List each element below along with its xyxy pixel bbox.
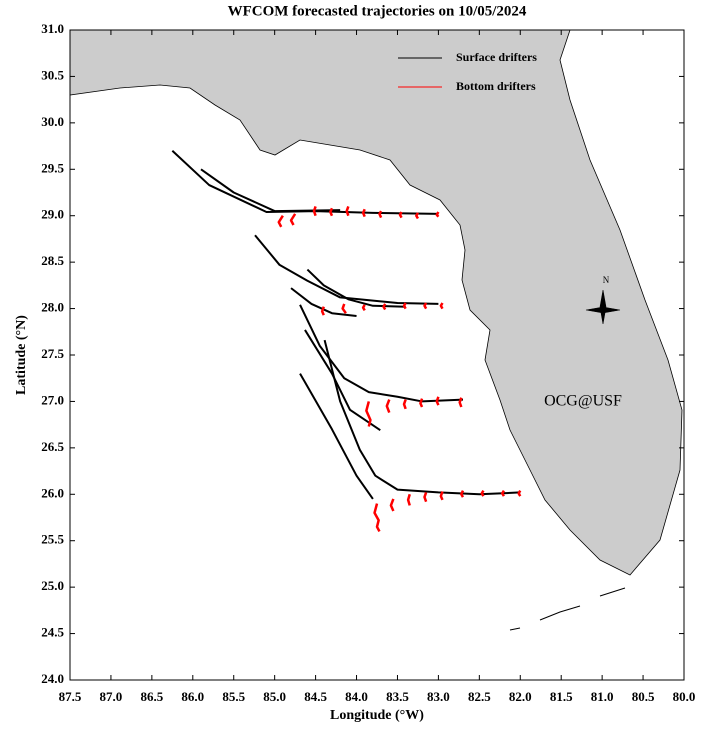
trajectory xyxy=(480,489,485,497)
trajectory xyxy=(312,206,317,217)
trajectory xyxy=(435,211,440,218)
x-tick-label: 80.5 xyxy=(632,689,655,704)
trajectory xyxy=(254,234,439,305)
trajectory xyxy=(200,168,341,213)
y-tick-label: 27.0 xyxy=(41,392,64,407)
trajectory xyxy=(460,490,465,498)
x-tick-label: 83.5 xyxy=(386,689,409,704)
y-tick-label: 30.5 xyxy=(41,67,64,82)
trajectory xyxy=(501,489,505,497)
y-tick-label: 24.0 xyxy=(41,671,64,686)
legend-label: Surface drifters xyxy=(456,50,537,64)
trajectory xyxy=(517,489,522,497)
x-axis-label: Longitude (°W) xyxy=(330,708,424,723)
y-tick-label: 29.0 xyxy=(41,207,64,222)
x-tick-label: 86.0 xyxy=(181,689,204,704)
x-tick-label: 87.0 xyxy=(100,689,123,704)
trajectory xyxy=(402,399,407,410)
x-tick-label: 83.0 xyxy=(427,689,450,704)
compass-label: N xyxy=(603,275,610,285)
y-tick-label: 28.0 xyxy=(41,300,64,315)
trajectory xyxy=(419,398,424,408)
chart-title: WFCOM forecasted trajectories on 10/05/2… xyxy=(228,3,527,19)
y-tick-label: 25.0 xyxy=(41,578,64,593)
trajectory xyxy=(290,287,357,317)
trajectory xyxy=(289,213,297,226)
trajectory xyxy=(439,491,444,501)
annotation: OCG@USF xyxy=(544,393,622,410)
trajectory xyxy=(415,212,420,220)
x-tick-label: 80.0 xyxy=(673,689,696,704)
trajectory xyxy=(299,304,464,403)
trajectory xyxy=(378,210,383,219)
x-tick-label: 84.0 xyxy=(345,689,368,704)
x-tick-label: 82.5 xyxy=(468,689,491,704)
y-tick-label: 29.5 xyxy=(41,160,64,175)
x-tick-label: 84.5 xyxy=(304,689,327,704)
y-tick-label: 30.0 xyxy=(41,114,64,129)
trajectory xyxy=(329,207,334,217)
trajectory xyxy=(435,396,440,406)
trajectory xyxy=(382,303,387,311)
x-tick-label: 87.5 xyxy=(59,689,82,704)
legend-label: Bottom drifters xyxy=(456,79,536,93)
compass xyxy=(585,289,621,325)
trajectory xyxy=(373,503,381,533)
x-tick-label: 81.0 xyxy=(591,689,614,704)
y-axis-label: Latitude (°N) xyxy=(14,315,29,395)
trajectory xyxy=(439,302,444,310)
y-tick-label: 26.5 xyxy=(41,439,64,454)
trajectory xyxy=(458,397,463,408)
trajectory xyxy=(365,401,372,427)
trajectory xyxy=(385,399,391,414)
trajectory xyxy=(423,302,428,310)
trajectory xyxy=(406,493,411,506)
trajectory xyxy=(341,303,347,314)
trajectory xyxy=(361,208,366,218)
x-tick-label: 81.5 xyxy=(550,689,573,704)
x-tick-label: 85.5 xyxy=(222,689,245,704)
x-tick-label: 85.0 xyxy=(263,689,286,704)
trajectory xyxy=(398,211,403,219)
trajectory xyxy=(277,215,284,228)
trajectory xyxy=(320,306,325,316)
trajectory xyxy=(389,498,395,512)
y-tick-label: 31.0 xyxy=(41,21,64,36)
trajectory xyxy=(323,339,521,496)
trajectory xyxy=(423,492,428,503)
x-tick-label: 82.0 xyxy=(509,689,532,704)
trajectory xyxy=(345,206,350,217)
y-tick-label: 26.0 xyxy=(41,485,64,500)
keys xyxy=(509,587,626,631)
x-tick-label: 86.5 xyxy=(140,689,163,704)
y-tick-label: 28.5 xyxy=(41,253,64,268)
land xyxy=(69,29,683,576)
y-tick-label: 24.5 xyxy=(41,625,64,640)
trajectory xyxy=(402,302,407,310)
y-tick-label: 25.5 xyxy=(41,532,64,547)
trajectory xyxy=(299,373,374,500)
y-tick-label: 27.5 xyxy=(41,346,64,361)
trajectory xyxy=(304,329,381,432)
trajectory xyxy=(361,304,366,312)
